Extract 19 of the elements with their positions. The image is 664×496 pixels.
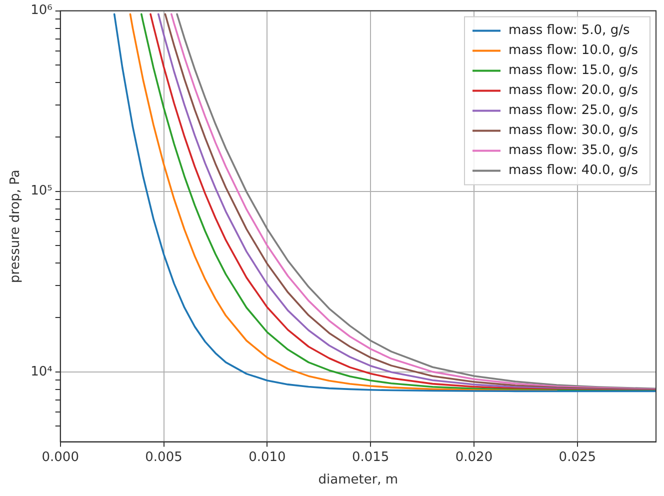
y-tick-label: 10⁶ — [30, 3, 52, 18]
x-tick-label: 0.000 — [42, 450, 79, 465]
x-axis-title: diameter, m — [318, 472, 398, 488]
x-tick-label: 0.025 — [558, 450, 596, 465]
x-tick-label: 0.015 — [352, 450, 390, 465]
y-axis-title: pressure drop, Pa — [8, 170, 24, 283]
legend-label: mass flow: 35.0, g/s — [508, 143, 638, 158]
legend-label: mass flow: 5.0, g/s — [508, 23, 630, 38]
legend-label: mass flow: 20.0, g/s — [508, 83, 638, 98]
y-tick-label: 10⁵ — [30, 184, 52, 199]
legend-label: mass flow: 15.0, g/s — [508, 63, 638, 78]
legend-label: mass flow: 25.0, g/s — [508, 103, 638, 118]
x-tick-label: 0.005 — [145, 450, 182, 465]
legend-label: mass flow: 40.0, g/s — [508, 163, 638, 178]
y-tick-label: 10⁴ — [30, 364, 52, 380]
x-tick-label: 0.010 — [248, 450, 286, 465]
x-tick-label: 0.020 — [455, 450, 493, 465]
legend-label: mass flow: 30.0, g/s — [508, 123, 638, 138]
legend-label: mass flow: 10.0, g/s — [508, 43, 638, 58]
